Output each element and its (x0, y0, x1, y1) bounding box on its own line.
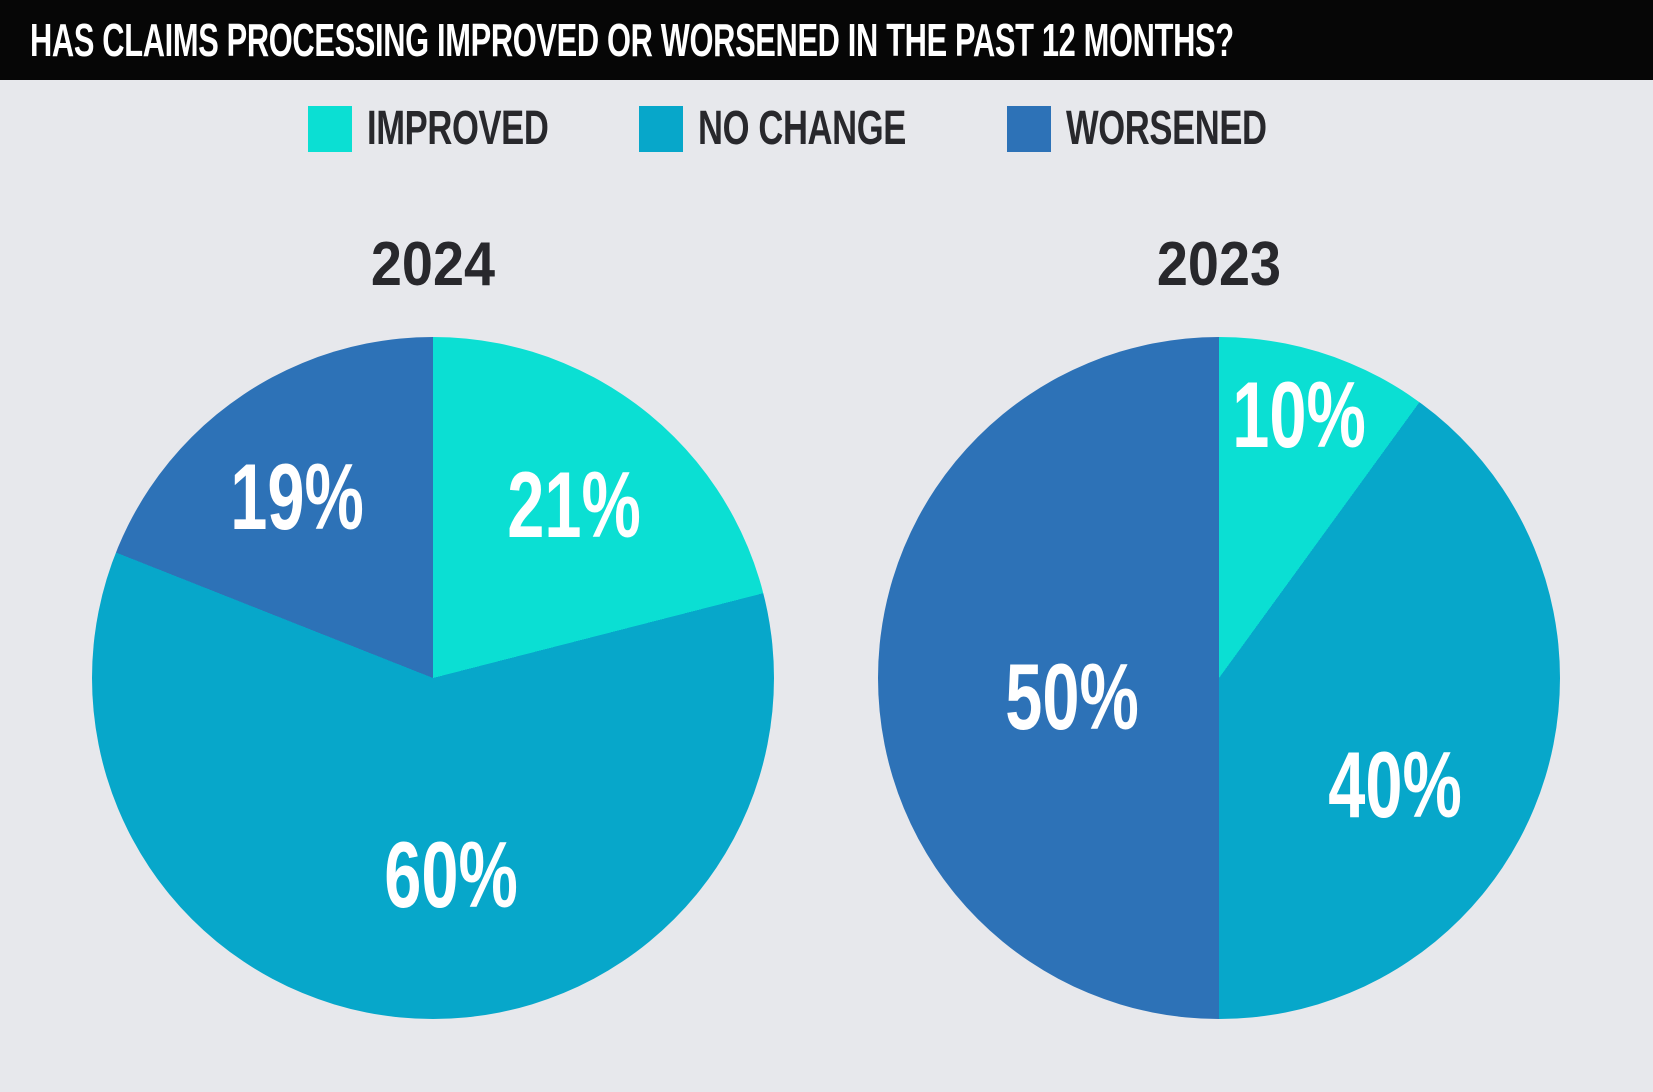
slice-label-2024-improved: 21% (507, 452, 641, 557)
legend-item-improved: IMPROVED (308, 105, 619, 153)
slice-label-2024-no-change: 60% (384, 822, 518, 927)
slice-label-2023-worsened: 50% (1005, 644, 1139, 749)
header-bar: HAS CLAIMS PROCESSING IMPROVED OR WORSEN… (0, 0, 1653, 80)
legend-item-no-change: NO CHANGE (639, 105, 987, 153)
slice-label-2023-no-change: 40% (1328, 732, 1462, 837)
pie-chart-2023 (878, 337, 1560, 1019)
legend-swatch-no-change (639, 106, 684, 152)
legend-swatch-worsened (1007, 106, 1052, 152)
chart-title-2023: 2023 (1156, 230, 1282, 299)
legend-swatch-improved (308, 106, 353, 152)
legend-item-worsened: WORSENED (1007, 105, 1345, 153)
legend: IMPROVED NO CHANGE WORSENED (0, 98, 1653, 160)
legend-label-worsened: WORSENED (1066, 102, 1267, 155)
chart-title-2024: 2024 (370, 230, 496, 299)
slice-label-2023-improved: 10% (1232, 362, 1366, 467)
legend-label-no-change: NO CHANGE (698, 102, 907, 155)
legend-label-improved: IMPROVED (367, 102, 549, 155)
page-title: HAS CLAIMS PROCESSING IMPROVED OR WORSEN… (30, 14, 1234, 66)
slice-label-2024-worsened: 19% (230, 444, 364, 549)
pie-chart-2024 (92, 337, 774, 1019)
